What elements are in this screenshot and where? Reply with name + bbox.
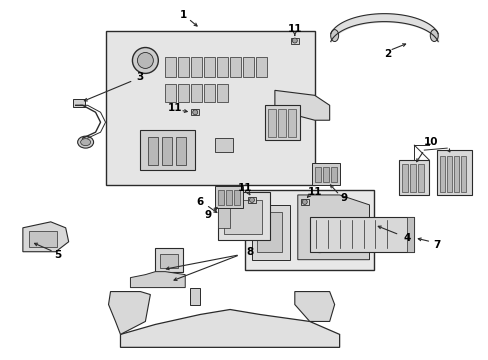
Bar (178, 58, 189, 77)
Bar (290, 37, 298, 44)
Text: 4: 4 (403, 233, 410, 243)
Bar (243, 58, 253, 77)
Text: 2: 2 (383, 49, 390, 59)
Text: 11: 11 (168, 103, 182, 113)
Bar (330, 167, 336, 182)
Ellipse shape (81, 139, 90, 146)
Text: 9: 9 (339, 193, 346, 203)
Polygon shape (297, 195, 369, 260)
Bar (218, 190, 224, 205)
Bar (311, 163, 339, 185)
Text: 8: 8 (246, 247, 253, 257)
Bar (29, 231, 57, 247)
Circle shape (302, 199, 306, 204)
Bar (225, 190, 232, 205)
Bar (436, 150, 471, 195)
Bar (218, 192, 269, 240)
Bar (215, 186, 243, 208)
Bar (165, 84, 176, 102)
Text: 11: 11 (237, 183, 252, 193)
Bar (251, 205, 289, 260)
Polygon shape (108, 292, 150, 334)
Bar (439, 156, 444, 192)
Bar (191, 109, 199, 115)
Bar (460, 156, 465, 192)
Bar (140, 130, 195, 170)
Bar (234, 190, 240, 205)
Bar (267, 109, 275, 137)
Polygon shape (130, 272, 185, 288)
Bar (277, 109, 285, 137)
Bar (191, 84, 202, 102)
Bar (176, 137, 186, 165)
Text: 6: 6 (196, 197, 203, 207)
Ellipse shape (330, 30, 338, 41)
Polygon shape (120, 310, 339, 347)
Circle shape (192, 110, 197, 115)
Polygon shape (294, 292, 334, 321)
Polygon shape (190, 288, 200, 305)
Bar (453, 156, 458, 192)
Bar (217, 84, 227, 102)
Circle shape (137, 53, 153, 68)
Circle shape (132, 48, 158, 73)
Bar (402, 164, 407, 192)
Bar (148, 137, 158, 165)
Bar (105, 31, 314, 185)
Bar (178, 84, 189, 102)
Bar (191, 58, 202, 77)
Bar (399, 160, 428, 195)
Bar (155, 248, 183, 272)
Bar (256, 212, 281, 252)
Text: 5: 5 (54, 250, 61, 260)
Bar (287, 109, 295, 137)
Bar (165, 58, 176, 77)
Bar (229, 58, 241, 77)
Circle shape (249, 197, 254, 202)
Bar (255, 58, 266, 77)
Bar (73, 99, 84, 107)
Bar (447, 156, 451, 192)
Bar (162, 137, 172, 165)
Bar (407, 217, 413, 252)
Bar (417, 164, 424, 192)
Ellipse shape (78, 136, 93, 148)
Circle shape (311, 237, 327, 253)
Bar (203, 84, 215, 102)
Bar (247, 197, 255, 203)
Bar (409, 164, 415, 192)
Polygon shape (23, 222, 68, 252)
Polygon shape (274, 90, 329, 120)
Text: 3: 3 (137, 72, 144, 82)
Text: 11: 11 (287, 24, 302, 33)
Text: 1: 1 (179, 10, 186, 20)
Text: 7: 7 (433, 240, 440, 250)
Text: 10: 10 (423, 137, 438, 147)
Bar (224, 200, 262, 234)
Bar (244, 190, 374, 270)
Circle shape (292, 38, 297, 43)
Bar (203, 58, 215, 77)
Bar (264, 105, 299, 140)
Bar (217, 58, 227, 77)
Bar (309, 217, 413, 252)
Ellipse shape (429, 30, 437, 41)
Text: 9: 9 (204, 210, 211, 220)
Bar (218, 208, 229, 228)
Bar (300, 199, 308, 205)
Text: 11: 11 (307, 187, 321, 197)
Bar (160, 254, 178, 268)
Bar (322, 167, 328, 182)
Bar (314, 167, 320, 182)
Bar (215, 138, 233, 152)
